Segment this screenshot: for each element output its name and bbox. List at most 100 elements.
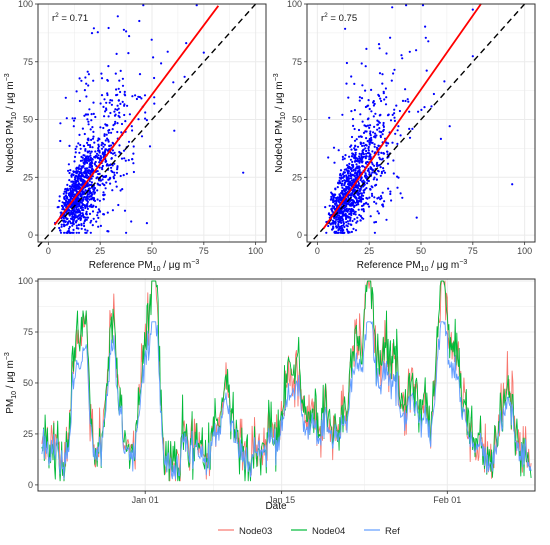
scatter-point bbox=[401, 57, 404, 60]
scatter-point bbox=[365, 144, 368, 147]
scatter-point bbox=[471, 55, 474, 58]
scatter-point bbox=[92, 204, 95, 207]
scatter-point bbox=[74, 147, 77, 151]
x-tick-label: 75 bbox=[468, 246, 478, 256]
scatter-point bbox=[89, 205, 92, 208]
scatter-point bbox=[92, 217, 95, 220]
scatter-point bbox=[392, 72, 395, 75]
scatter-point bbox=[83, 163, 86, 166]
scatter-point bbox=[348, 181, 352, 184]
scatter-point bbox=[350, 135, 354, 139]
scatter-point bbox=[106, 92, 109, 95]
scatter-point bbox=[92, 112, 95, 115]
scatter-point bbox=[72, 180, 75, 183]
scatter-point bbox=[405, 4, 408, 7]
scatter-point bbox=[360, 208, 363, 211]
scatter-point bbox=[96, 156, 99, 160]
scatter-point bbox=[335, 218, 338, 221]
scatter-point bbox=[364, 176, 368, 179]
scatter-point bbox=[427, 40, 430, 43]
scatter-point bbox=[140, 135, 144, 138]
scatter-point bbox=[330, 207, 333, 210]
scatter-point bbox=[325, 231, 328, 234]
scatter-point bbox=[372, 131, 375, 134]
scatter-point bbox=[68, 231, 71, 234]
scatter-point bbox=[143, 94, 147, 97]
scatter-point bbox=[84, 189, 87, 192]
scatter-point bbox=[145, 119, 148, 122]
scatter-point bbox=[362, 189, 365, 192]
scatter-point bbox=[110, 103, 113, 106]
scatter-point bbox=[72, 231, 75, 234]
scatter-point bbox=[85, 212, 88, 215]
scatter-point bbox=[343, 179, 346, 182]
scatter-point bbox=[86, 159, 89, 162]
scatter-point bbox=[351, 118, 355, 121]
scatter-point bbox=[114, 154, 117, 157]
scatter-point bbox=[399, 134, 402, 137]
series-lines bbox=[41, 280, 532, 482]
scatter-point bbox=[358, 155, 361, 158]
scatter-point bbox=[105, 124, 108, 127]
scatter-point bbox=[351, 199, 354, 202]
scatter-point bbox=[173, 129, 176, 132]
scatter-point bbox=[391, 141, 394, 144]
scatter-point bbox=[102, 142, 105, 145]
scatter-point bbox=[79, 206, 82, 209]
scatter-point bbox=[99, 155, 102, 158]
scatter-point bbox=[120, 157, 124, 160]
scatter-point bbox=[91, 158, 94, 161]
scatter-point bbox=[119, 90, 122, 94]
scatter-point bbox=[75, 186, 78, 189]
scatter-point bbox=[127, 159, 130, 162]
scatter-point bbox=[424, 25, 427, 28]
scatter-point bbox=[353, 109, 356, 112]
scatter-point bbox=[100, 72, 103, 75]
scatter-point bbox=[367, 145, 370, 149]
scatter-point bbox=[366, 104, 370, 107]
scatter-point bbox=[108, 128, 111, 132]
scatter-point bbox=[367, 179, 370, 183]
scatter-point bbox=[378, 72, 382, 75]
scatter-point bbox=[148, 145, 152, 148]
scatter-point bbox=[88, 198, 91, 201]
scatter-point bbox=[360, 192, 363, 195]
scatter-point bbox=[128, 113, 131, 116]
scatter-point bbox=[386, 162, 390, 165]
scatter-point bbox=[57, 205, 60, 209]
scatter-point bbox=[361, 84, 364, 87]
scatter-point bbox=[407, 100, 410, 103]
scatter-point bbox=[117, 87, 120, 90]
scatter-point bbox=[72, 193, 76, 196]
scatter-point bbox=[369, 166, 372, 169]
scatter-point bbox=[358, 213, 361, 217]
scatter-point bbox=[125, 30, 128, 33]
scatter-point bbox=[98, 199, 101, 202]
scatter-point bbox=[376, 210, 379, 213]
scatter-point bbox=[91, 210, 95, 213]
scatter-point bbox=[345, 216, 348, 219]
scatter-point bbox=[118, 111, 121, 114]
scatter-point bbox=[360, 62, 363, 65]
scatter-point bbox=[76, 175, 79, 178]
scatter-point bbox=[117, 203, 120, 207]
scatter-point bbox=[66, 222, 69, 225]
scatter-point bbox=[338, 181, 342, 184]
scatter-point bbox=[371, 171, 374, 174]
scatter-point bbox=[81, 127, 84, 130]
scatter-point bbox=[328, 204, 331, 207]
scatter-point bbox=[59, 122, 62, 125]
scatter-point bbox=[337, 224, 340, 227]
scatter-point bbox=[363, 202, 366, 205]
scatter-point bbox=[113, 171, 116, 174]
scatter-point bbox=[114, 180, 117, 183]
scatter-panel-node04: 0 25 50 75 100 0 25 50 75 100 r2 = 0.75 Referenc… bbox=[273, 0, 536, 273]
scatter-point bbox=[360, 154, 363, 157]
scatter-point bbox=[81, 166, 84, 169]
scatter-point bbox=[86, 141, 89, 144]
scatter-point bbox=[105, 160, 108, 163]
scatter-point bbox=[100, 144, 103, 147]
scatter-point bbox=[349, 223, 352, 226]
scatter-point bbox=[377, 144, 380, 147]
scatter-point bbox=[110, 131, 113, 134]
